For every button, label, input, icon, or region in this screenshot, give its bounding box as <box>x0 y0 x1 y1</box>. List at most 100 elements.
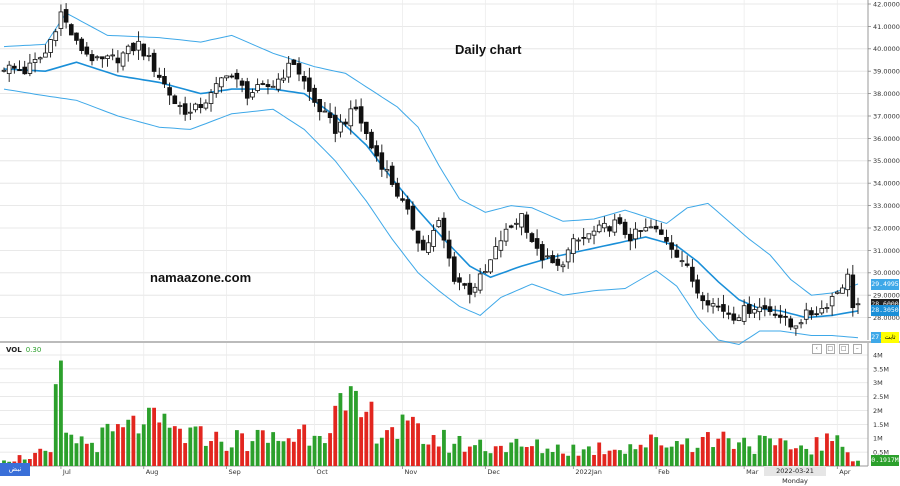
candle <box>188 102 193 121</box>
pane-maximize-button[interactable]: □ <box>839 344 849 354</box>
price-tick-label: 32.0000 <box>873 224 900 232</box>
candle-body <box>343 121 348 125</box>
candle-body <box>457 277 462 283</box>
volume-bar <box>649 434 653 466</box>
candle <box>648 219 654 229</box>
candle <box>369 129 374 150</box>
time-tick-label: Sep <box>229 468 241 476</box>
candle-body <box>281 77 286 81</box>
volume-bar <box>421 443 426 466</box>
volume-bar <box>659 445 664 466</box>
candle <box>250 88 255 100</box>
price-axis[interactable]: 42.0000 41.0000 40.0000 39.0000 38.0000 37.00… <box>868 0 900 322</box>
candle <box>747 296 752 318</box>
candle-body <box>358 106 364 124</box>
candle-body <box>534 238 540 249</box>
candle-body <box>426 242 431 253</box>
candle <box>674 243 680 258</box>
candle <box>270 80 276 88</box>
candle <box>68 23 74 36</box>
volume-bar <box>737 442 741 466</box>
volume-bar <box>359 417 364 466</box>
volume-bar <box>84 443 89 466</box>
candle <box>451 251 457 285</box>
candle <box>664 229 669 245</box>
candle-body <box>669 242 674 250</box>
volume-bar <box>276 440 281 466</box>
watermark-text: namaazone.com <box>150 270 252 285</box>
volume-bar <box>742 437 747 466</box>
volume-bar <box>721 431 726 466</box>
candle-body <box>436 220 442 228</box>
candle <box>659 222 664 235</box>
candle <box>307 67 312 101</box>
pane-restore-button[interactable]: □ <box>825 344 835 354</box>
candle <box>550 250 555 264</box>
volume-bar <box>814 437 819 466</box>
candle <box>607 225 612 237</box>
candle <box>79 37 84 55</box>
candle <box>265 79 271 95</box>
candle-body <box>431 230 436 247</box>
volume-bar <box>700 436 705 466</box>
candle <box>136 31 141 60</box>
volume-bar <box>374 443 379 466</box>
candle <box>27 53 33 77</box>
candle-body <box>757 306 762 313</box>
volume-tick-label: 0.5M <box>873 449 889 457</box>
pane-back-button[interactable]: ‹ <box>812 344 822 354</box>
candle <box>1 67 7 73</box>
candle-body <box>664 236 669 242</box>
volume-bar <box>793 448 798 466</box>
candle-body <box>451 256 457 282</box>
candle <box>643 218 649 232</box>
candle-body <box>79 38 84 51</box>
candle <box>89 50 95 66</box>
candle <box>488 259 493 274</box>
volume-bar <box>467 446 472 466</box>
candle-body <box>188 111 193 114</box>
candle-body <box>545 255 550 258</box>
candle <box>389 162 395 187</box>
volume-bar <box>576 455 581 466</box>
candle <box>855 297 861 315</box>
candle-body <box>338 121 343 133</box>
volume-bar <box>540 453 545 466</box>
candle <box>545 248 550 260</box>
candle-body <box>48 39 53 53</box>
time-axis[interactable]: Jul Aug Sep Oct Nov Dec 2022Jan Feb Mar Apr <box>60 466 851 476</box>
volume-bar <box>395 438 400 466</box>
candle-body <box>322 110 328 113</box>
candle-body <box>379 152 385 170</box>
candle <box>260 80 266 86</box>
candle-body <box>37 57 43 60</box>
candle-body <box>814 313 819 316</box>
candle-body <box>798 322 804 325</box>
candle-body <box>529 233 535 242</box>
volume-bar <box>545 448 550 466</box>
pane-minimize-button[interactable]: – <box>852 344 862 354</box>
candle-body <box>182 103 188 115</box>
candle <box>565 247 571 269</box>
candle <box>94 55 100 61</box>
candle-body <box>571 238 576 254</box>
volume-bar <box>297 429 301 466</box>
candle-body <box>317 99 323 113</box>
candle-body <box>224 75 229 79</box>
candle <box>700 291 706 310</box>
candle-body <box>22 66 28 75</box>
candle <box>415 230 421 252</box>
candle-body <box>721 304 726 312</box>
candle <box>519 213 524 236</box>
volume-bar <box>405 420 410 466</box>
candle <box>115 50 121 73</box>
candlestick-series[interactable] <box>1 3 861 336</box>
volume-bar <box>333 405 338 466</box>
time-tick-label: Apr <box>839 468 851 476</box>
candle-body <box>803 309 809 320</box>
volume-series[interactable] <box>2 360 860 466</box>
candle <box>162 67 167 88</box>
candle <box>809 307 814 320</box>
volume-bar <box>716 438 721 466</box>
bollinger-middle-line <box>3 61 859 319</box>
